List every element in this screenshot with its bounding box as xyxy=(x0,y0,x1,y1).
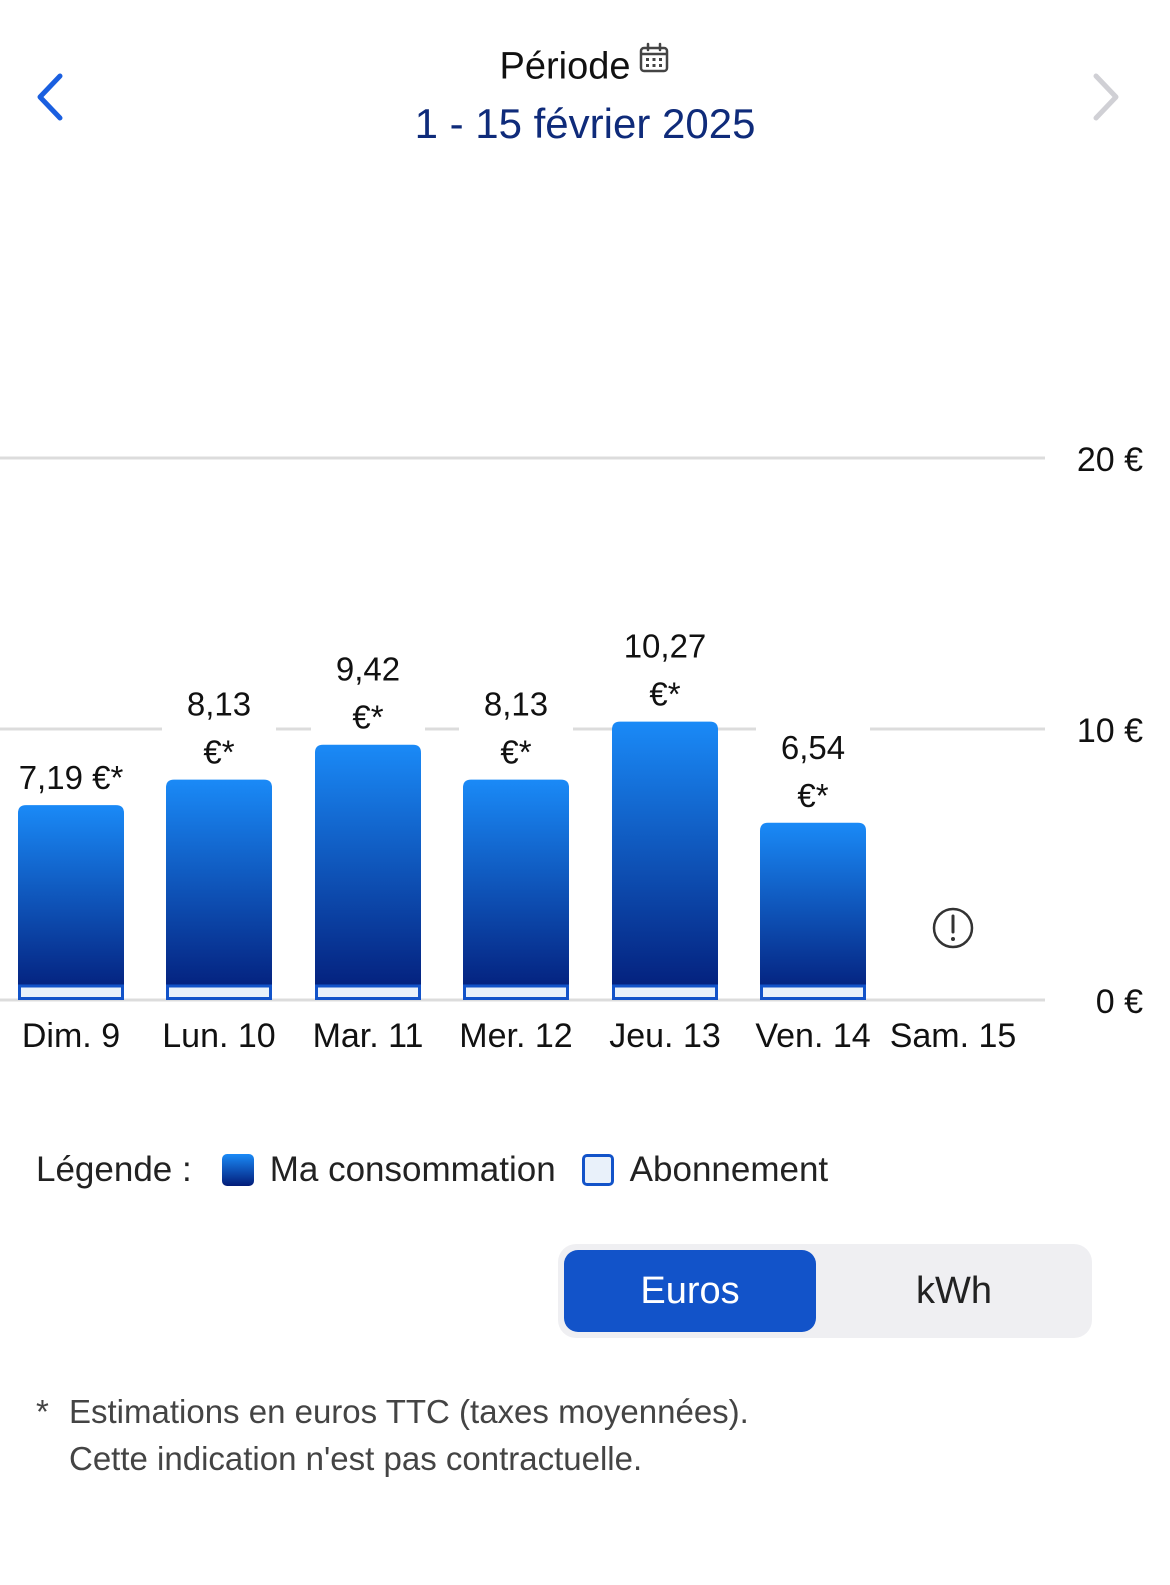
x-tick-label: Jeu. 13 xyxy=(609,1017,721,1055)
label-backdrop xyxy=(459,665,573,780)
y-tick-label: 20 € xyxy=(1077,441,1143,479)
bar-value-label: 8,13 xyxy=(187,686,251,723)
consumption-bar xyxy=(612,721,718,1000)
consumption-bar xyxy=(18,805,124,1000)
subscription-bar xyxy=(463,984,569,1000)
toggle-kwh[interactable]: kWh xyxy=(916,1269,992,1312)
period-selector[interactable]: Période xyxy=(0,41,1170,88)
chart-legend: Légende : Ma consommation Abonnement xyxy=(36,1150,854,1190)
consumption-bar-chart: 20 € 10 € 0 € Dim. 9 7,19 €* Lun. 10 8,13 €* Ma… xyxy=(0,441,1143,1055)
footnote-line-1: Estimations en euros TTC (taxes moyennée… xyxy=(69,1393,749,1430)
y-tick-label: 10 € xyxy=(1077,712,1143,750)
x-tick-label: Ven. 14 xyxy=(755,1017,870,1055)
legend-item-consumption: Ma consommation xyxy=(221,1150,556,1190)
legend-label-consumption: Ma consommation xyxy=(269,1150,556,1189)
unit-toggle[interactable]: Euros kWh xyxy=(558,1244,1092,1338)
label-backdrop xyxy=(14,739,128,806)
subscription-bar xyxy=(18,984,124,1000)
next-period-button[interactable] xyxy=(1076,62,1136,132)
chevron-right-icon xyxy=(1093,73,1119,121)
toggle-euros[interactable]: Euros xyxy=(564,1250,816,1332)
period-date: 1 - 15 février 2025 xyxy=(414,100,756,147)
legend-item-subscription: Abonnement xyxy=(581,1150,829,1190)
footnote-line-2: Cette indication n'est pas contractuelle… xyxy=(69,1440,643,1477)
consumption-bar xyxy=(315,744,421,1000)
chevron-left-icon xyxy=(37,73,63,121)
period-label: Période xyxy=(499,45,631,88)
x-tick-label: Dim. 9 xyxy=(22,1017,120,1055)
bar-value-label: €* xyxy=(649,676,680,713)
subscription-bar xyxy=(315,984,421,1000)
x-tick-label: Lun. 10 xyxy=(162,1017,275,1055)
x-tick-label: Mer. 12 xyxy=(459,1017,572,1055)
bar-value-label: €* xyxy=(203,734,234,771)
consumption-bar xyxy=(760,822,866,1000)
bar-value-label: 10,27 xyxy=(624,628,707,665)
legend-label-subscription: Abonnement xyxy=(629,1150,829,1189)
footnote: * Estimations en euros TTC (taxes moyenn… xyxy=(36,1388,749,1482)
bar-value-label: 7,19 €* xyxy=(19,759,124,796)
bar-value-label: 8,13 xyxy=(484,686,548,723)
footnote-star: * xyxy=(36,1393,49,1430)
label-backdrop xyxy=(311,630,425,745)
exclamation-circle-icon xyxy=(932,907,974,949)
bar-value-label: €* xyxy=(500,734,531,771)
label-backdrop xyxy=(756,708,870,823)
legend-swatch-consumption xyxy=(221,1154,254,1186)
subscription-bar xyxy=(166,984,272,1000)
consumption-bar xyxy=(463,779,569,1000)
bar-value-label: €* xyxy=(797,777,828,814)
legend-swatch-subscription xyxy=(581,1154,614,1186)
y-tick-label: 0 € xyxy=(1096,983,1143,1021)
label-backdrop xyxy=(608,607,722,722)
bar-value-label: 6,54 xyxy=(781,729,845,766)
x-tick-label: Mar. 11 xyxy=(313,1017,424,1055)
legend-title: Légende : xyxy=(36,1150,192,1189)
subscription-bar xyxy=(612,984,718,1000)
subscription-bar xyxy=(760,984,866,1000)
bar-value-label: 9,42 xyxy=(336,651,400,688)
consumption-bar xyxy=(166,779,272,1000)
bar-value-label: €* xyxy=(352,699,383,736)
x-tick-label: Sam. 15 xyxy=(890,1017,1017,1055)
previous-period-button[interactable] xyxy=(22,62,82,132)
label-backdrop xyxy=(162,665,276,780)
calendar-icon xyxy=(638,41,670,84)
